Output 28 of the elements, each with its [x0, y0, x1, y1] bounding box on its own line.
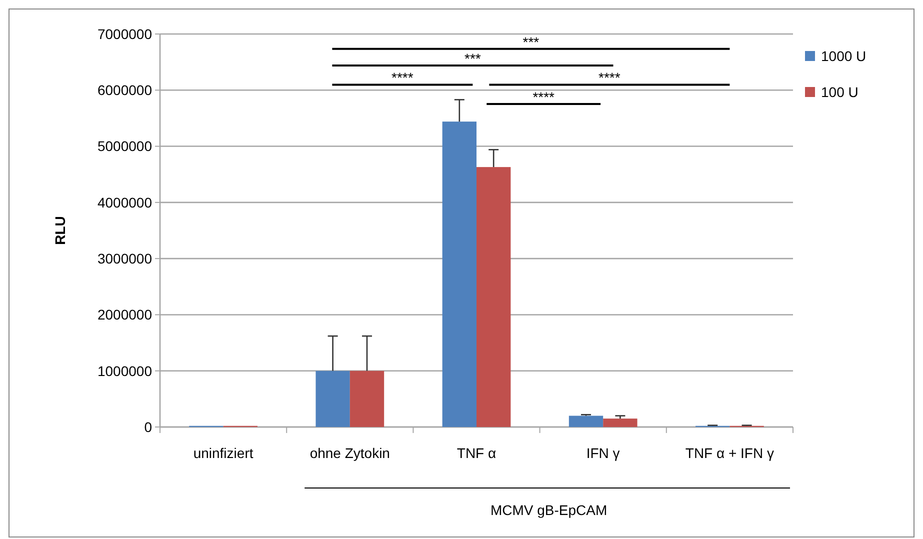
x-tick-label: IFN γ	[586, 445, 620, 461]
bar	[603, 418, 638, 427]
x-tick-label: uninfiziert	[193, 445, 254, 461]
x-tick-label: ohne Zytokin	[310, 445, 390, 461]
y-tick-label: 1000000	[97, 362, 152, 379]
bar	[442, 122, 476, 427]
y-axis-title: RLU	[52, 216, 68, 245]
legend-label: 100 U	[821, 84, 858, 100]
annotation: ****	[532, 88, 556, 105]
y-tick-label: 2000000	[97, 306, 152, 323]
y-tick-label: 0	[144, 418, 152, 435]
bar	[316, 370, 350, 427]
y-tick-label: 6000000	[97, 82, 152, 98]
x-tick-label: TNF α	[456, 445, 496, 461]
annotation: ***	[522, 34, 540, 50]
x-tick-label: TNF α + IFN γ	[685, 445, 774, 461]
bar	[476, 167, 511, 427]
text: MCMV gB-EpCAM	[490, 502, 608, 518]
y-tick-label: 3000000	[97, 250, 152, 266]
annotation: ****	[598, 70, 621, 86]
y-tick-label: 5000000	[97, 138, 152, 154]
legend-label: 1000 U	[821, 48, 866, 64]
y-tick-label: 7000000	[97, 26, 152, 42]
bar	[568, 416, 604, 427]
bar	[350, 370, 384, 427]
annotation: ****	[392, 70, 414, 86]
annotation: ***	[464, 50, 482, 66]
y-tick-label: 4000000	[97, 194, 152, 210]
